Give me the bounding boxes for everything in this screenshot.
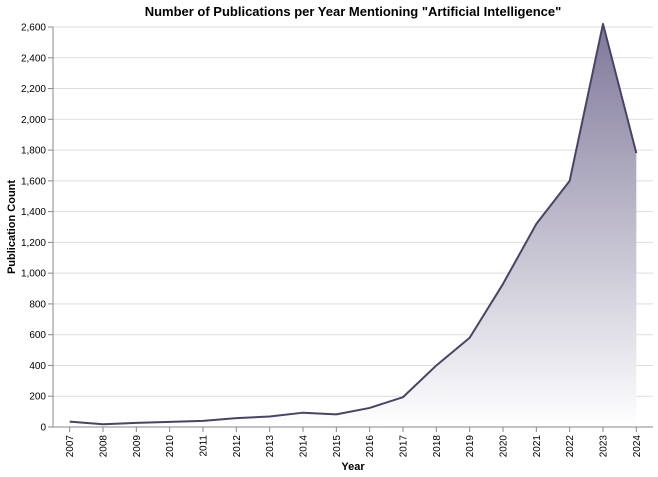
axes — [52, 27, 653, 428]
x-axis-title: Year — [341, 461, 365, 473]
y-tick-label: 2,200 — [21, 84, 46, 95]
y-tick-label: 400 — [29, 361, 46, 372]
y-tick-label: 1,200 — [21, 238, 46, 249]
x-tick-label: 2010 — [165, 435, 176, 458]
x-tick-label: 2008 — [99, 435, 110, 458]
y-tick-label: 2,400 — [21, 53, 46, 64]
y-tick-label: 1,600 — [21, 176, 46, 187]
x-tick-label: 2019 — [465, 435, 476, 458]
x-tick-label: 2007 — [65, 435, 76, 458]
y-tick-label: 1,400 — [21, 207, 46, 218]
series-line — [69, 22, 638, 426]
y-tick-label: 1,000 — [21, 269, 46, 280]
x-tick-label: 2017 — [399, 435, 410, 458]
y-tick-label: 1,800 — [21, 146, 46, 157]
x-tick-label: 2013 — [265, 435, 276, 458]
x-tick-label: 2024 — [632, 435, 643, 458]
y-tick-label: 200 — [29, 392, 46, 403]
x-tick-label: 2012 — [232, 435, 243, 458]
grid-lines — [53, 26, 653, 428]
y-axis-title: Publication Count — [6, 180, 18, 274]
y-tick-label: 600 — [29, 330, 46, 341]
y-tick-label: 2,600 — [21, 23, 46, 34]
x-tick-label: 2020 — [499, 435, 510, 458]
x-tick-label: 2016 — [365, 435, 376, 458]
chart-title: Number of Publications per Year Mentioni… — [145, 4, 562, 19]
x-tick-label: 2018 — [432, 435, 443, 458]
y-tick-label: 800 — [29, 299, 46, 310]
y-tick-label: 0 — [40, 423, 46, 434]
x-tick-label: 2009 — [132, 435, 143, 458]
x-tick-label: 2015 — [332, 435, 343, 458]
x-tick-label: 2023 — [599, 435, 610, 458]
area-layer — [69, 22, 638, 427]
y-axis-ticks: 0 200 400 600 800 1,000 1,200 1,400 1,600 1,800 2,… — [21, 23, 53, 434]
x-tick-label: 2014 — [299, 435, 310, 458]
x-tick-label: 2011 — [199, 435, 210, 457]
area-fill — [69, 23, 637, 427]
x-tick-label: 2021 — [532, 435, 543, 458]
y-tick-label: 2,000 — [21, 115, 46, 126]
x-tick-label: 2022 — [565, 435, 576, 458]
x-axis-ticks: 2007 2008 2009 2010 2011 2012 2013 2014 2015 2016… — [65, 427, 643, 457]
